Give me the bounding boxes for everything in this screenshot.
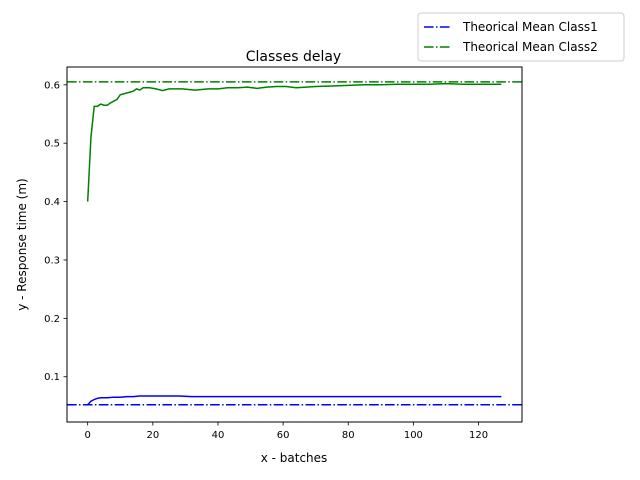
y-tick-label: 0.4	[44, 197, 60, 208]
legend-label: Theorical Mean Class1	[462, 20, 598, 34]
y-tick-label: 0.6	[44, 80, 60, 91]
x-tick-label: 100	[404, 430, 423, 441]
y-tick-label: 0.5	[44, 139, 60, 150]
x-tick-label: 80	[342, 430, 355, 441]
y-axis-label: y - Response time (m)	[15, 178, 29, 311]
x-tick-label: 60	[277, 430, 290, 441]
x-tick-label: 120	[469, 430, 488, 441]
series-line-2	[86, 82, 502, 202]
legend-box	[417, 12, 625, 62]
x-axis-label: x - batches	[261, 451, 328, 465]
x-tick-label: 40	[212, 430, 225, 441]
chart-title: Classes delay	[246, 49, 341, 65]
x-tick-label: 0	[84, 430, 90, 441]
y-tick-label: 0.2	[44, 314, 60, 325]
legend-label: Theorical Mean Class2	[462, 40, 598, 54]
series-line-1	[87, 395, 502, 406]
y-axis: 0.1 0.2 0.3 0.4 0.5 0.6	[44, 80, 67, 383]
plot-frame	[66, 66, 523, 423]
x-axis: 0 20 40 60 80 100 120	[84, 422, 488, 441]
x-tick-label: 20	[146, 430, 159, 441]
y-tick-label: 0.1	[44, 372, 60, 383]
y-tick-label: 0.3	[44, 255, 60, 266]
plot-area	[66, 66, 523, 423]
series-layer	[67, 81, 522, 406]
legend: Theorical Mean Class1 Theorical Mean Clas…	[417, 12, 625, 62]
